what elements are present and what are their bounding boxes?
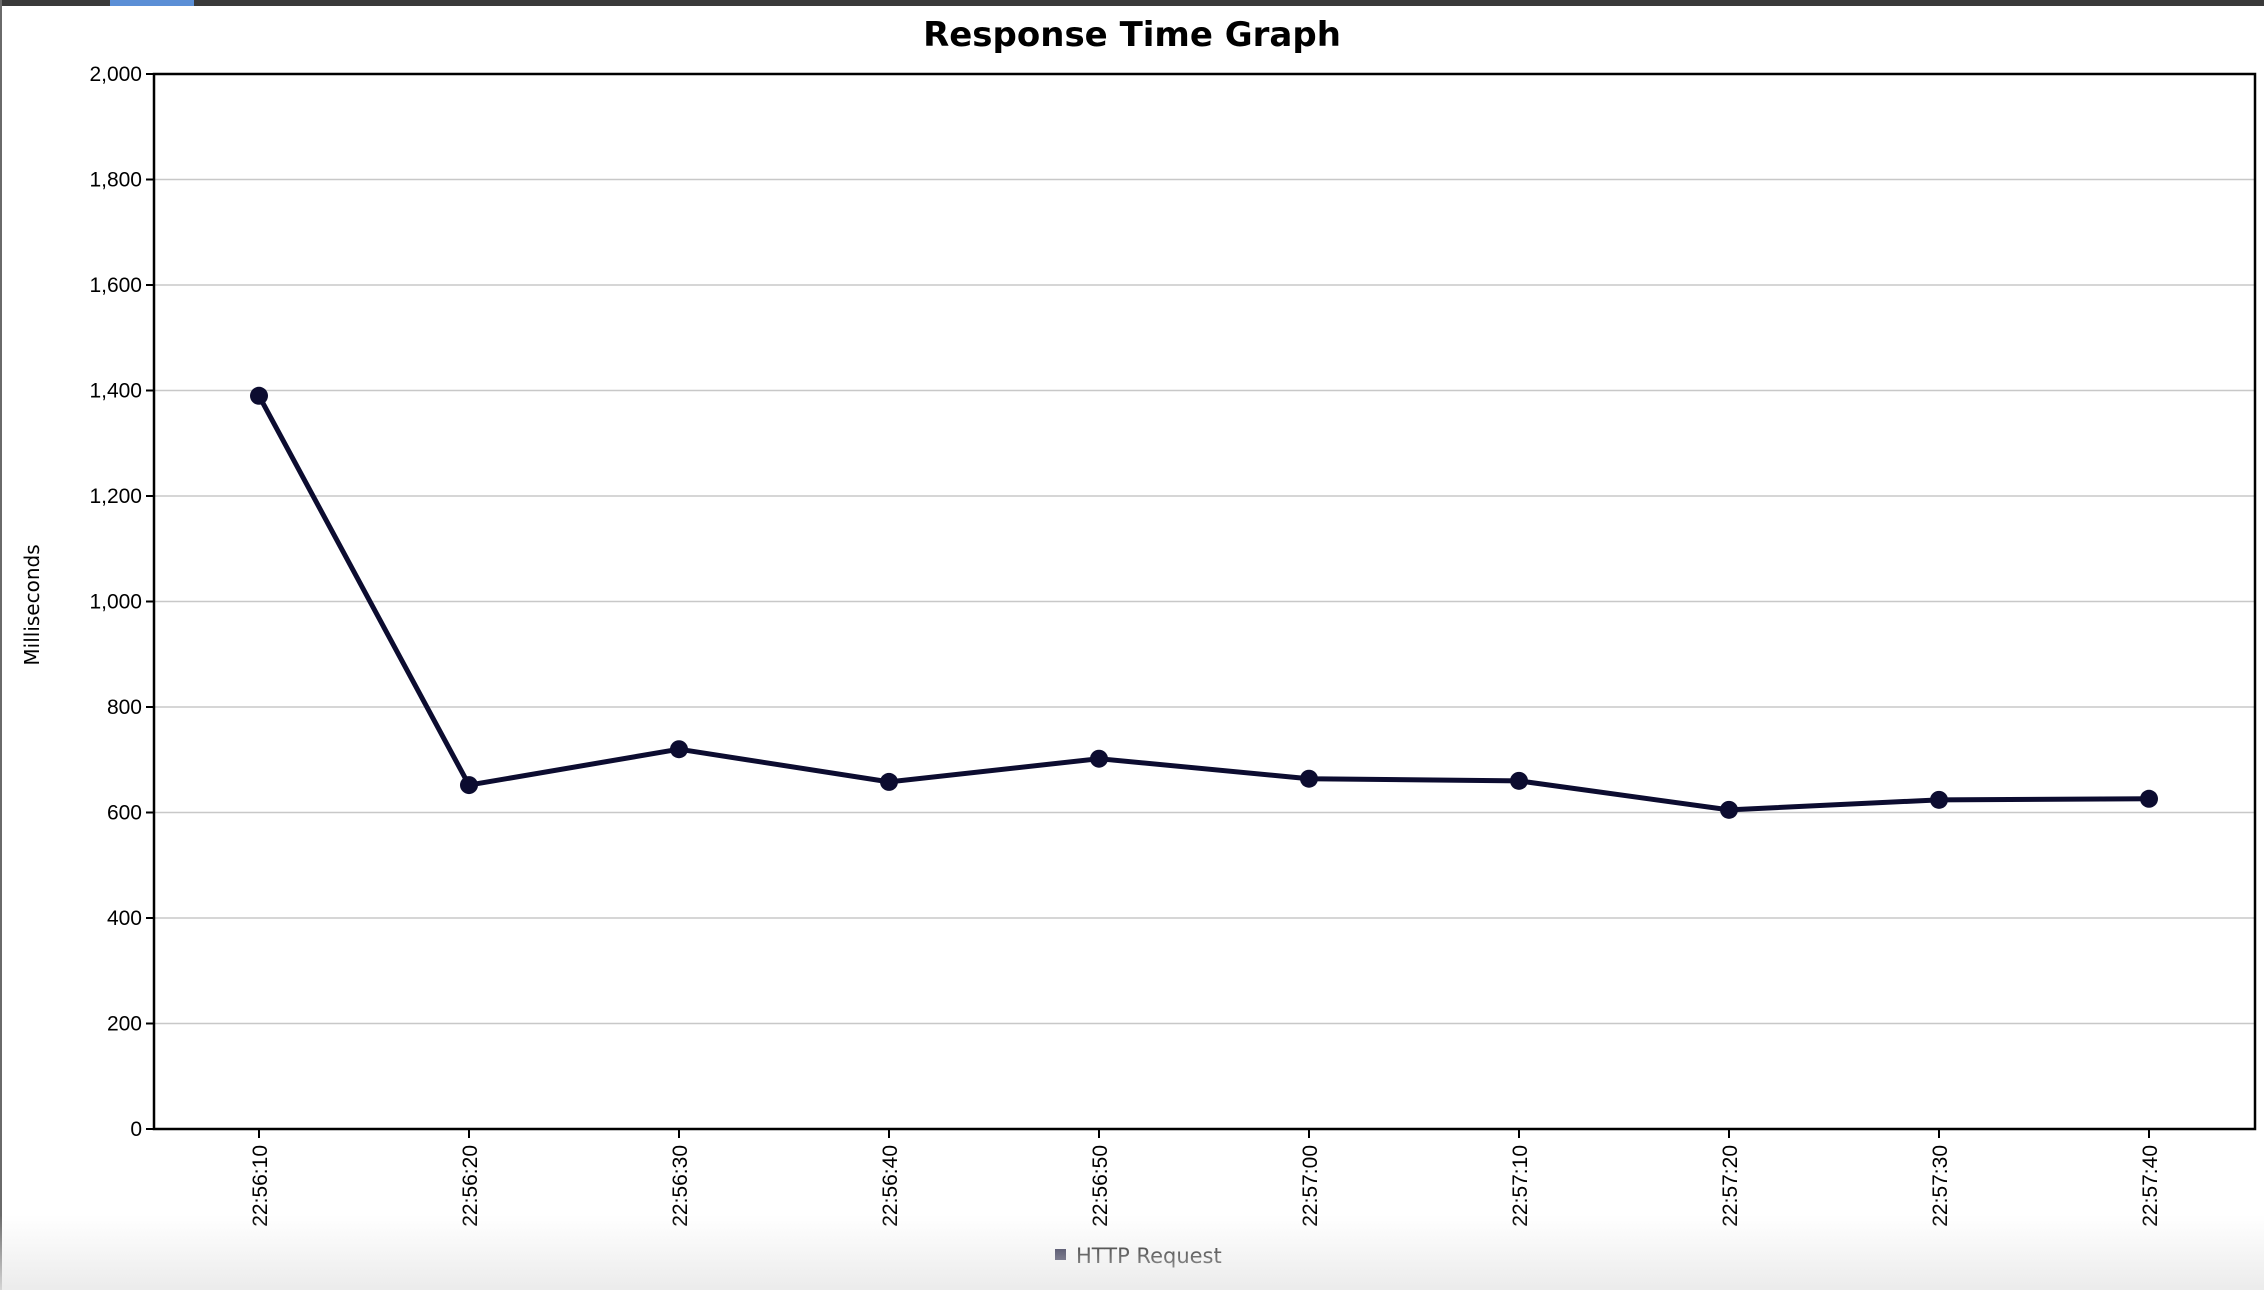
data-point [1090, 749, 1108, 768]
y-tick-label: 1,600 [89, 274, 142, 297]
data-point [1930, 790, 1948, 809]
x-tick-label: 22:57:20 [1719, 1145, 1742, 1227]
window-left-border [0, 0, 2, 1290]
chart-title: Response Time Graph [923, 15, 1341, 55]
x-tick-label: 22:56:10 [249, 1145, 272, 1227]
plot-area-frame [152, 72, 2257, 1131]
data-point [2140, 789, 2158, 808]
x-tick-label: 22:57:30 [1929, 1145, 1952, 1227]
x-tick-label: 22:57:40 [2139, 1145, 2162, 1227]
x-tick-label: 22:56:20 [459, 1145, 482, 1227]
y-tick-label: 2,000 [89, 63, 142, 86]
series-line-http-request [256, 393, 2152, 813]
series-layer [250, 386, 2158, 819]
data-point [880, 772, 898, 791]
gridlines [154, 178, 2255, 1025]
y-tick-label: 0 [130, 1118, 142, 1141]
y-axis-ticks: 0 200 400 600 800 1,000 1,200 1,400 1,600 1,800 2,… [89, 63, 154, 1141]
data-point [250, 386, 268, 405]
data-point [460, 776, 478, 795]
active-tab-indicator[interactable] [110, 0, 194, 6]
y-tick-label: 1,400 [89, 380, 142, 403]
data-point [1300, 769, 1318, 788]
y-tick-label: 1,200 [89, 485, 142, 508]
y-tick-label: 800 [107, 696, 142, 719]
x-tick-label: 22:57:10 [1509, 1145, 1532, 1227]
y-tick-label: 600 [107, 802, 142, 825]
window-top-strip [0, 0, 2264, 6]
legend-label-http-request: HTTP Request [1076, 1244, 1222, 1268]
legend: HTTP Request [1055, 1244, 1222, 1268]
y-tick-label: 1,000 [89, 591, 142, 614]
x-axis-ticks: 22:56:10 22:56:20 22:56:30 22:56:40 22:56:50… [249, 1129, 2162, 1227]
x-tick-label: 22:56:40 [879, 1145, 902, 1227]
data-point [1510, 771, 1528, 790]
y-tick-label: 1,800 [89, 169, 142, 192]
x-tick-label: 22:57:00 [1299, 1145, 1322, 1227]
data-point [1720, 800, 1738, 819]
legend-swatch-http-request [1055, 1249, 1066, 1260]
y-tick-label: 400 [107, 907, 142, 930]
y-tick-label: 200 [107, 1013, 142, 1036]
data-point [670, 740, 688, 759]
y-axis-label: Milliseconds [20, 544, 44, 665]
x-tick-label: 22:56:50 [1089, 1145, 1112, 1227]
x-tick-label: 22:56:30 [669, 1145, 692, 1227]
